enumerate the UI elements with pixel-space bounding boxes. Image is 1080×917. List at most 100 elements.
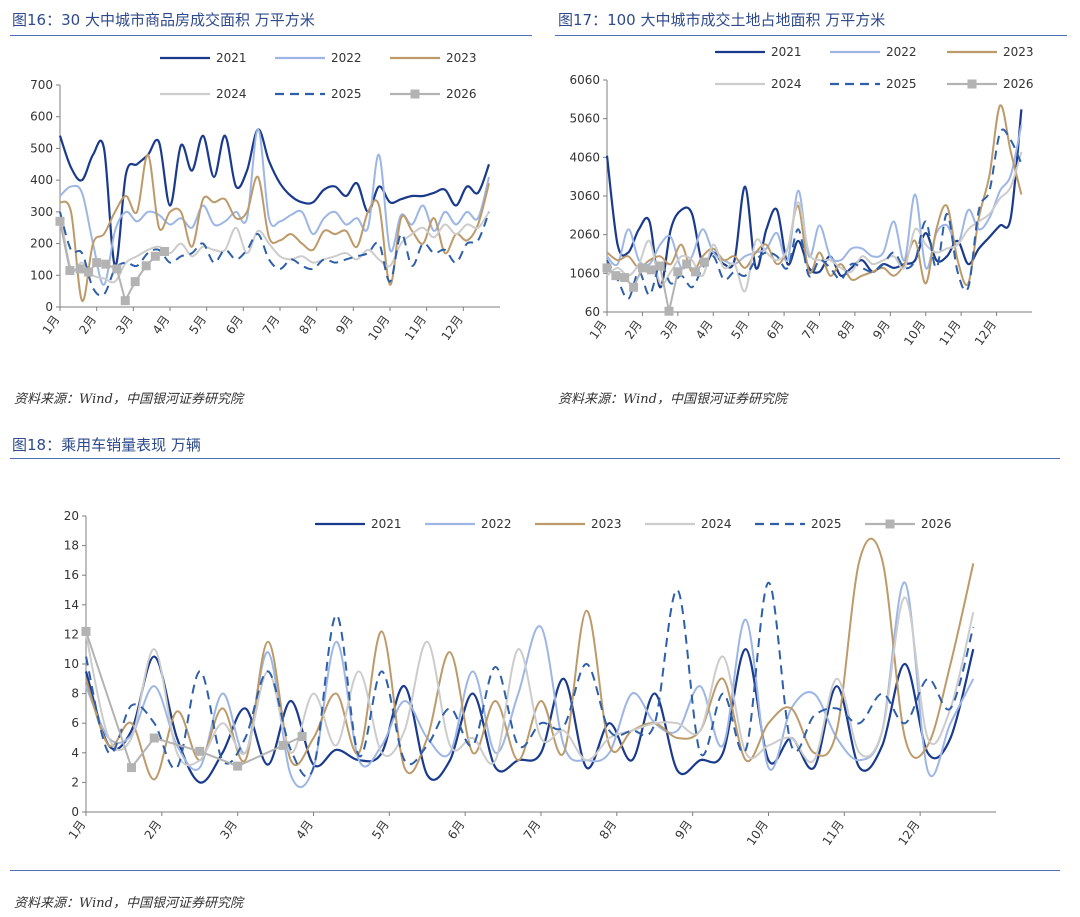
fig16-chart: 0 100 200 300 400 500 600 700 1月 2月 3月 4月 5月 6月 7月 8月 9月… bbox=[30, 51, 500, 343]
fig16-legend-2022-label: 2022 bbox=[331, 51, 362, 65]
fig17-series-2026-point bbox=[699, 257, 709, 267]
fig17-x-tick-label: 12月 bbox=[972, 318, 999, 348]
fig16-series-2026-point bbox=[112, 264, 122, 274]
fig17-x-tick-label: 5月 bbox=[728, 318, 751, 342]
fig17-x-tick-label: 11月 bbox=[937, 318, 964, 348]
fig16-series-2026-point bbox=[141, 261, 151, 271]
fig17-legend-2026-label: 2026 bbox=[1003, 77, 1034, 91]
fig16-series-2022 bbox=[59, 128, 490, 286]
fig18-legend-2021-label: 2021 bbox=[371, 517, 402, 531]
fig16-y-tick-label: 200 bbox=[30, 237, 53, 251]
fig17-series-2023 bbox=[606, 104, 1023, 286]
fig16-y-tick-label: 400 bbox=[30, 173, 53, 187]
fig17-y-tick-label: 1060 bbox=[569, 266, 600, 280]
fig16-x-tick-label: 9月 bbox=[333, 313, 356, 337]
fig16-series-2026-point bbox=[150, 251, 160, 261]
fig18-y-tick-label: 6 bbox=[71, 716, 79, 730]
fig17-series-2026-point bbox=[691, 267, 701, 277]
fig16-series-2026-point bbox=[84, 267, 94, 277]
fig17-series-2026-point bbox=[620, 273, 630, 283]
fig18-x-tick-label: 8月 bbox=[597, 818, 620, 842]
fig18-series-2024 bbox=[85, 596, 975, 767]
fig16-y-tick-label: 500 bbox=[30, 141, 53, 155]
fig16-x-tick-label: 8月 bbox=[296, 313, 319, 337]
fig18-x-tick-label: 2月 bbox=[142, 818, 165, 842]
fig17-series-2026-point bbox=[629, 282, 639, 292]
fig17-series-2026-point bbox=[664, 306, 674, 316]
fig18-y-tick-label: 14 bbox=[64, 598, 79, 612]
fig18-y-tick-label: 8 bbox=[71, 687, 79, 701]
fig16-series-2026-point bbox=[55, 216, 65, 226]
fig16-x-tick-label: 1月 bbox=[40, 313, 63, 337]
fig18-series-2026-point bbox=[278, 740, 288, 750]
fig16-y-tick-label: 300 bbox=[30, 205, 53, 219]
fig18-source: 资料来源：Wind，中国银河证券研究院 bbox=[14, 896, 243, 911]
fig18-y-tick-label: 12 bbox=[64, 627, 79, 641]
fig17-series-2026-point bbox=[602, 263, 612, 273]
fig18-chart: 0 2 4 6 8 10 12 14 16 18 20 1月 2月 3月 4月 5月 6月 7月 8月 9月 10月 11… bbox=[64, 509, 996, 848]
fig17-x-tick-label: 1月 bbox=[587, 318, 610, 342]
fig18-x-tick-label: 6月 bbox=[445, 818, 468, 842]
fig17-title-rule bbox=[555, 35, 1067, 36]
fig17-chart: 60 1060 2060 3060 4060 5060 6060 1月 2月 3月 4月 5月 6月 7月… bbox=[569, 45, 1034, 348]
fig16-x-tick-label: 11月 bbox=[402, 313, 429, 343]
fig18-x-tick-label: 12月 bbox=[896, 818, 923, 848]
fig17-x-tick-label: 6月 bbox=[764, 318, 787, 342]
fig17-y-tick-label: 6060 bbox=[569, 73, 600, 87]
fig18-series-2026-point bbox=[195, 746, 205, 756]
fig17-x-tick-label: 9月 bbox=[870, 318, 893, 342]
fig18-x-tick-label: 9月 bbox=[672, 818, 695, 842]
fig16-y-tick-label: 100 bbox=[30, 268, 53, 282]
fig18-series-2023 bbox=[85, 537, 975, 781]
fig16-series-2026-point bbox=[92, 258, 102, 268]
fig18-legend-2026-label: 2026 bbox=[921, 517, 952, 531]
fig16-source: 资料来源：Wind，中国银河证券研究院 bbox=[14, 392, 243, 407]
fig18-x-tick-label: 4月 bbox=[293, 818, 316, 842]
fig18-y-tick-label: 4 bbox=[71, 746, 79, 760]
fig16-series-2026-point bbox=[75, 264, 85, 274]
fig17-x-tick-label: 2月 bbox=[622, 318, 645, 342]
fig16-series-2026-point bbox=[65, 266, 75, 276]
fig18-x-tick-label: 5月 bbox=[369, 818, 392, 842]
fig18-y-tick-label: 18 bbox=[64, 539, 79, 553]
fig18-y-tick-label: 16 bbox=[64, 568, 79, 582]
fig18-series-2026-point bbox=[127, 763, 136, 773]
fig16-series-2026-point bbox=[101, 259, 111, 269]
fig18-series-2026-point bbox=[233, 761, 243, 771]
fig17-legend-2021-label: 2021 bbox=[771, 45, 802, 59]
fig18-x-tick-label: 7月 bbox=[521, 818, 544, 842]
fig18-series-2021 bbox=[84, 648, 975, 784]
fig17-source: 资料来源：Wind，中国银河证券研究院 bbox=[558, 392, 787, 407]
fig17-x-tick-label: 7月 bbox=[799, 318, 822, 342]
fig16-legend-2024-label: 2024 bbox=[216, 87, 247, 101]
fig18-x-tick-label: 3月 bbox=[217, 818, 240, 842]
fig16-y-tick-label: 700 bbox=[30, 78, 53, 92]
fig18-series-2026-point bbox=[81, 626, 91, 636]
fig18-x-tick-label: 11月 bbox=[820, 818, 847, 848]
fig18-series-2026-point bbox=[297, 732, 307, 742]
fig16-title: 图16：30 大中城市商品房成交面积 万平方米 bbox=[12, 11, 315, 29]
fig17-series-2021 bbox=[605, 109, 1023, 289]
fig17-y-tick-label: 5060 bbox=[569, 112, 600, 126]
fig17-x-tick-label: 10月 bbox=[901, 318, 928, 348]
fig17-x-tick-label: 4月 bbox=[693, 318, 716, 342]
fig16-series-2023 bbox=[59, 153, 490, 302]
fig18-legend-2022-label: 2022 bbox=[481, 517, 512, 531]
fig17-series-2026-point bbox=[646, 265, 656, 275]
fig16-x-tick-label: 3月 bbox=[113, 313, 136, 337]
fig16-x-tick-label: 7月 bbox=[260, 313, 283, 337]
fig17-legend-2026-marker bbox=[967, 79, 977, 89]
fig17-y-tick-label: 4060 bbox=[569, 150, 600, 164]
fig17-series-2026-point bbox=[655, 261, 665, 271]
fig18-y-tick-label: 20 bbox=[64, 509, 79, 523]
fig16-legend-2026-marker bbox=[410, 89, 420, 99]
fig18-legend-2023-label: 2023 bbox=[591, 517, 622, 531]
fig16-x-tick-label: 4月 bbox=[150, 313, 173, 337]
fig16-series-2024 bbox=[59, 211, 490, 284]
fig17-series-2025 bbox=[606, 128, 1023, 300]
fig18-y-tick-label: 2 bbox=[71, 775, 79, 789]
fig16-x-tick-label: 12月 bbox=[439, 313, 466, 343]
fig17-legend-2025-label: 2025 bbox=[886, 77, 917, 91]
fig17-y-tick-label: 60 bbox=[585, 305, 600, 319]
fig16-legend-2026-label: 2026 bbox=[446, 87, 477, 101]
